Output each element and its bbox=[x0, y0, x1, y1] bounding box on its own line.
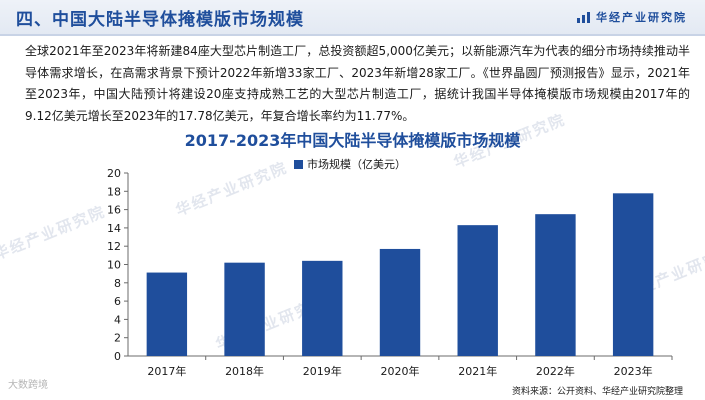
y-tick-label: 2 bbox=[114, 332, 121, 345]
y-tick-label: 6 bbox=[114, 295, 121, 308]
x-tick-label: 2022年 bbox=[536, 364, 575, 378]
bar bbox=[535, 214, 576, 356]
brand-name: 华经产业研究院 bbox=[596, 11, 687, 24]
chart-legend: 市场规模（亿美元） bbox=[294, 156, 406, 172]
legend-swatch bbox=[294, 159, 303, 169]
x-tick-label: 2018年 bbox=[225, 364, 264, 378]
y-tick-label: 0 bbox=[114, 350, 121, 363]
section-title: 四、中国大陆半导体掩模版市场规模 bbox=[16, 10, 304, 30]
body-paragraph: 全球2021年至2023年将新建84座大型芯片制造工厂，总投资额超5,000亿美… bbox=[25, 44, 690, 123]
x-tick-label: 2021年 bbox=[458, 364, 497, 378]
x-tick-label: 2017年 bbox=[147, 364, 186, 378]
source-note: 资料来源：公开资料、华经产业研究院整理 bbox=[511, 387, 683, 397]
bar bbox=[379, 248, 421, 356]
bar bbox=[302, 260, 343, 356]
y-tick-label: 16 bbox=[107, 204, 121, 217]
bar bbox=[612, 193, 654, 356]
legend-label: 市场规模（亿美元） bbox=[307, 158, 406, 171]
bar bbox=[224, 262, 265, 356]
x-tick-label: 2019年 bbox=[303, 364, 342, 378]
chart-title: 2017-2023年中国大陆半导体掩模版市场规模 bbox=[184, 131, 521, 150]
y-tick-label: 20 bbox=[107, 167, 121, 180]
bar bbox=[457, 225, 498, 356]
header-bar: 四、中国大陆半导体掩模版市场规模 华经产业研究院 bbox=[0, 0, 705, 36]
y-tick-label: 14 bbox=[107, 222, 121, 235]
bar-chart-icon bbox=[577, 11, 590, 23]
x-tick-label: 2023年 bbox=[614, 364, 653, 378]
x-tick-label: 2020年 bbox=[381, 364, 420, 378]
y-tick-label: 4 bbox=[114, 313, 121, 326]
y-tick-label: 12 bbox=[107, 240, 121, 253]
brand: 华经产业研究院 bbox=[577, 9, 687, 25]
y-tick-label: 8 bbox=[114, 277, 121, 290]
y-tick-label: 10 bbox=[107, 259, 121, 272]
bar bbox=[146, 272, 188, 356]
corner-logo: 大数跨境 bbox=[8, 380, 48, 391]
y-tick-label: 18 bbox=[107, 185, 121, 198]
